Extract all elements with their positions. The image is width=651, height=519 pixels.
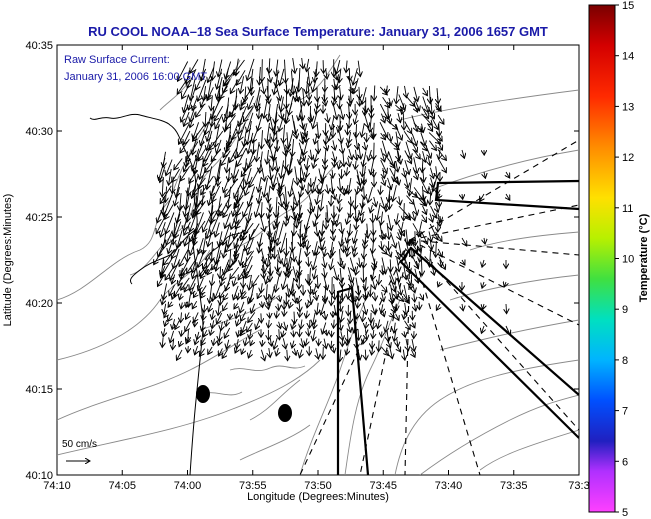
colorbar-tick-label: 15 [622, 0, 634, 12]
y-tick-label: 40:10 [25, 470, 53, 482]
shipping-lane-boxes [336, 179, 579, 475]
colorbar-tick-label: 10 [622, 254, 634, 266]
radar-range-lines [299, 139, 579, 475]
colorbar-tick-label: 14 [622, 51, 634, 63]
x-axis-label: Longitude (Degrees:Minutes) [247, 491, 389, 503]
plot-frame [56, 44, 580, 476]
y-tick-label: 40:20 [25, 298, 53, 310]
scale-label: 50 cm/s [62, 439, 97, 450]
plot-content [57, 54, 579, 475]
surface-current-vectors [154, 57, 511, 362]
x-tick-label: 73:3 [568, 480, 589, 492]
x-tick-label: 73:50 [304, 480, 332, 492]
x-tick-label: 73:45 [369, 480, 397, 492]
x-tick-label: 73:35 [500, 480, 528, 492]
y-tick-label: 40:15 [25, 384, 53, 396]
station-marker [196, 385, 210, 403]
colorbar-tick-label: 11 [622, 203, 633, 215]
colorbar-tick-label: 13 [622, 101, 634, 113]
x-tick-label: 73:55 [239, 480, 267, 492]
bathymetry-contours [57, 54, 579, 475]
y-axis-ticks: 40:35 40:30 40:25 40:20 40:15 40:10 [25, 40, 579, 482]
colorbar-label: Temperature (°C) [638, 213, 650, 302]
colorbar-ticks: 15 14 13 12 11 10 9 8 7 6 5 [615, 0, 634, 519]
colorbar-tick-label: 5 [622, 507, 628, 519]
x-tick-label: 74:10 [43, 480, 71, 492]
colorbar-tick-label: 8 [622, 355, 628, 367]
x-tick-label: 74:05 [108, 480, 136, 492]
x-tick-label: 73:40 [435, 480, 463, 492]
map-title: RU COOL NOAA–18 Sea Surface Temperature:… [88, 24, 548, 39]
y-tick-label: 40:25 [25, 212, 53, 224]
overlay-line-2: January 31, 2006 16:00 GMT [64, 71, 207, 83]
overlay-line-1: Raw Surface Current: [64, 54, 170, 66]
x-axis-ticks: 74:10 74:05 74:00 73:55 73:50 73:45 73:40 73:35… [43, 45, 590, 492]
y-tick-label: 40:35 [25, 40, 53, 52]
station-marker [278, 404, 292, 422]
temperature-colorbar [588, 4, 616, 513]
colorbar-tick-label: 7 [622, 406, 628, 418]
colorbar-tick-label: 9 [622, 304, 628, 316]
y-axis-label: Latitude (Degrees:Minutes) [2, 194, 14, 327]
y-tick-label: 40:30 [25, 126, 53, 138]
x-tick-label: 74:00 [174, 480, 202, 492]
colorbar-tick-label: 12 [622, 152, 634, 164]
colorbar-tick-label: 6 [622, 456, 628, 468]
